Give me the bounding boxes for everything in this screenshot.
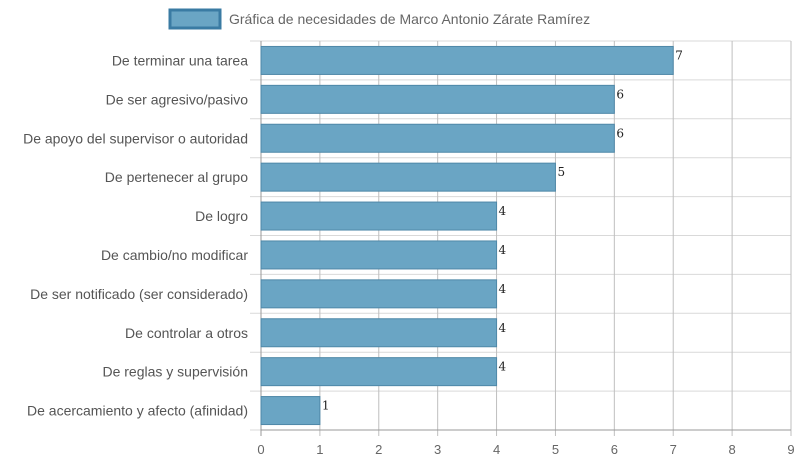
legend: Gráfica de necesidades de Marco Antonio …	[168, 8, 590, 30]
bar	[260, 240, 498, 270]
data-labels: 7 6 6 5 4 4 4 4 4 1	[322, 48, 683, 412]
data-label: 4	[499, 321, 507, 335]
bar	[260, 318, 498, 348]
x-tick-label: 2	[375, 442, 382, 457]
category-label: De acercamiento y afecto (afinidad)	[27, 403, 248, 419]
data-label: 5	[557, 165, 565, 179]
x-tick-label: 1	[316, 442, 323, 457]
bar	[260, 357, 498, 387]
bar	[260, 396, 321, 426]
bar	[260, 123, 615, 153]
x-tick-label: 8	[728, 442, 735, 457]
legend-swatch	[168, 8, 222, 30]
category-label: De reglas y supervisión	[102, 364, 248, 380]
data-label: 4	[499, 243, 507, 257]
bars	[260, 45, 674, 426]
data-label: 4	[499, 360, 507, 374]
category-label: De cambio/no modificar	[101, 247, 248, 263]
category-label: De logro	[195, 208, 248, 224]
data-label: 1	[322, 399, 330, 413]
x-tick-label: 9	[787, 442, 794, 457]
data-label: 6	[616, 126, 624, 140]
x-tick-label: 4	[493, 442, 500, 457]
data-label: 4	[499, 282, 507, 296]
x-tick-label: 7	[670, 442, 677, 457]
category-label: De terminar una tarea	[112, 52, 248, 68]
x-axis-ticks: 0 1 2 3 4 5 6 7 8 9	[257, 442, 794, 457]
bar	[260, 279, 498, 309]
x-tick-label: 0	[257, 442, 264, 457]
data-label: 6	[616, 87, 624, 101]
x-tick-label: 5	[552, 442, 559, 457]
x-tick-label: 6	[611, 442, 618, 457]
bar	[260, 45, 674, 75]
data-label: 4	[499, 204, 507, 218]
category-label: De pertenecer al grupo	[105, 169, 248, 185]
category-labels: De terminar una tarea De ser agresivo/pas…	[23, 52, 248, 418]
category-label: De ser agresivo/pasivo	[106, 91, 249, 107]
category-label: De ser notificado (ser considerado)	[30, 286, 248, 302]
bar	[260, 162, 556, 192]
category-label: De controlar a otros	[125, 325, 248, 341]
data-label: 7	[675, 48, 683, 62]
x-tick-label: 3	[434, 442, 441, 457]
bar	[260, 201, 498, 231]
bar	[260, 84, 615, 114]
category-label: De apoyo del supervisor o autoridad	[23, 130, 248, 146]
legend-label: Gráfica de necesidades de Marco Antonio …	[229, 11, 590, 27]
